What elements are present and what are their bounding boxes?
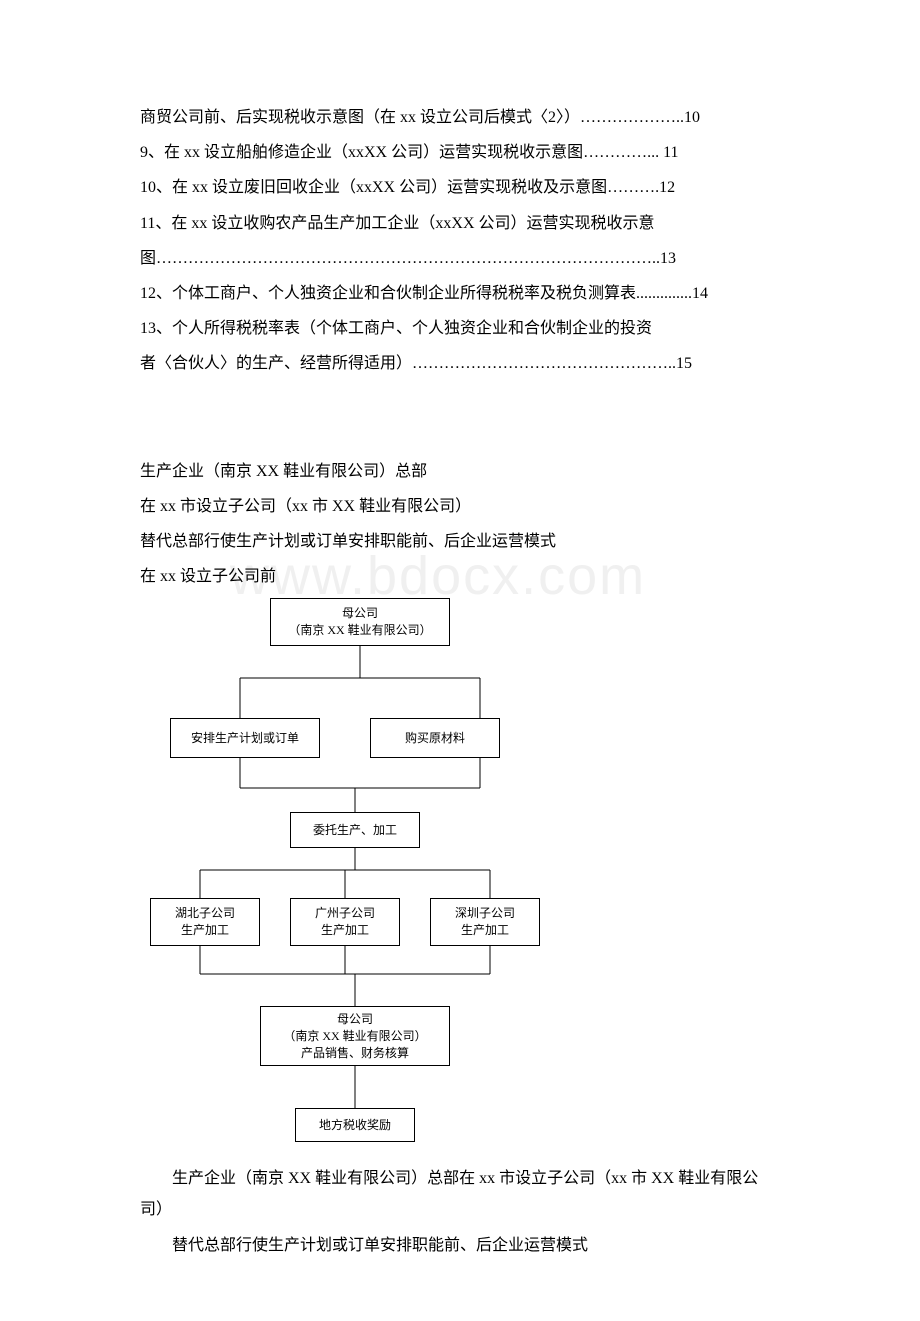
toc-line: 13、个人所得税税率表（个体工商户、个人独资企业和合伙制企业的投资 <box>140 311 780 346</box>
flowchart-diagram: 母公司（南京 XX 鞋业有限公司） 安排生产计划或订单 购买原材料委托生产、加工湖北… <box>140 598 560 1158</box>
toc-line: 10、在 xx 设立废旧回收企业（xxXX 公司）运营实现税收及示意图……….1… <box>140 170 780 205</box>
flowchart-node: 湖北子公司生产加工 <box>150 898 260 946</box>
flowchart-node: 广州子公司生产加工 <box>290 898 400 946</box>
flowchart-node: 深圳子公司生产加工 <box>430 898 540 946</box>
toc-line: 图…………………………………………………………………………………..13 <box>140 241 780 276</box>
toc-line: 11、在 xx 设立收购农产品生产加工企业（xxXX 公司）运营实现税收示意 <box>140 206 780 241</box>
intro-line: 生产企业（南京 XX 鞋业有限公司）总部 <box>140 454 780 489</box>
flowchart-connectors <box>140 598 560 1158</box>
intro-line: 在 xx 设立子公司前 <box>140 559 780 594</box>
flowchart-node: 地方税收奖励 <box>295 1108 415 1142</box>
intro-line: 在 xx 市设立子公司（xx 市 XX 鞋业有限公司） <box>140 489 780 524</box>
toc-line: 12、个体工商户、个人独资企业和合伙制企业所得税税率及税负测算表........… <box>140 276 780 311</box>
toc-line: 商贸公司前、后实现税收示意图（在 xx 设立公司后模式〈2〉）………………..1… <box>140 100 780 135</box>
intro-line: 替代总部行使生产计划或订单安排职能前、后企业运营模式 <box>140 524 780 559</box>
footer-paragraph: 替代总部行使生产计划或订单安排职能前、后企业运营模式 <box>140 1231 780 1261</box>
flowchart-node: 母公司（南京 XX 鞋业有限公司） <box>270 598 450 646</box>
flowchart-node: 安排生产计划或订单 <box>170 718 320 758</box>
toc-line: 9、在 xx 设立船舶修造企业（xxXX 公司）运营实现税收示意图…………...… <box>140 135 780 170</box>
flowchart-node: 母公司（南京 XX 鞋业有限公司）产品销售、财务核算 <box>260 1006 450 1066</box>
flowchart-node: 委托生产、加工 <box>290 812 420 848</box>
toc-line: 者〈合伙人〉的生产、经营所得适用）…………………………………………..15 <box>140 346 780 381</box>
footer-paragraph: 生产企业（南京 XX 鞋业有限公司）总部在 xx 市设立子公司（xx 市 XX … <box>140 1164 780 1225</box>
flowchart-node: 购买原材料 <box>370 718 500 758</box>
